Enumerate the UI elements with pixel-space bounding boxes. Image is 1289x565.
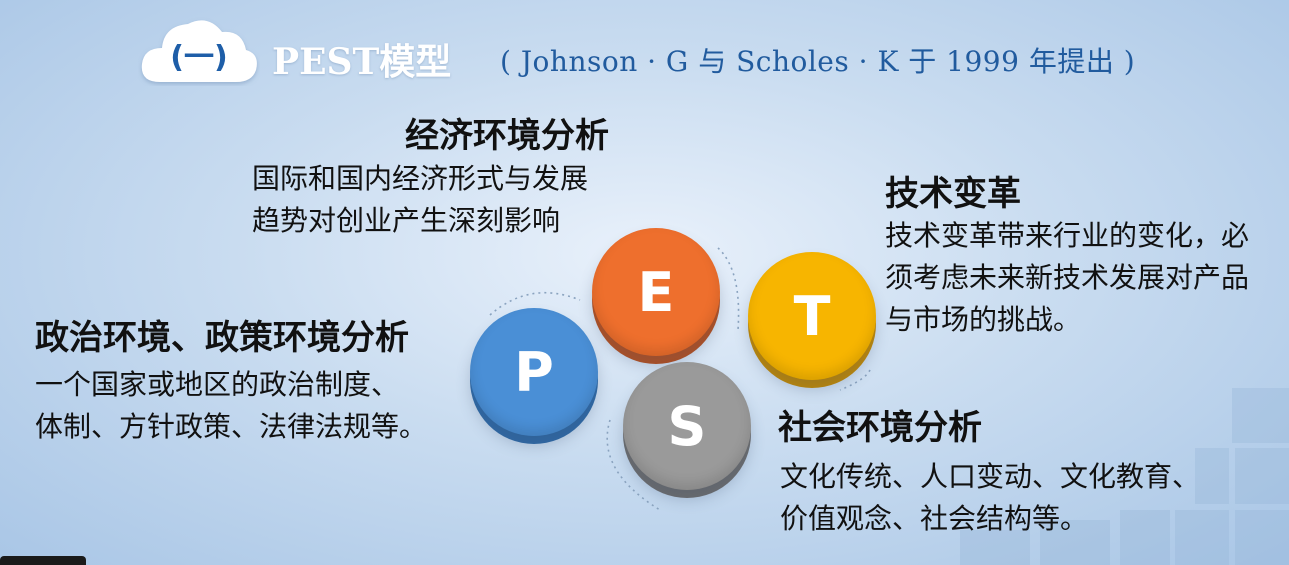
arc-p-e: [489, 291, 581, 316]
political-line: 一个国家或地区的政治制度、: [35, 368, 400, 401]
social-line: 价值观念、社会结构等。: [780, 502, 1089, 535]
t-letter: T: [793, 284, 831, 348]
technology-text: 技术变革带来行业的变化，必 须考虑未来新技术发展对产品 与市场的挑战。: [885, 215, 1249, 341]
arc-s-p: [606, 419, 661, 511]
page-title: PEST模型: [272, 41, 452, 83]
arc-e-t: [717, 247, 740, 331]
p-letter: P: [514, 340, 554, 404]
decor-square: [960, 530, 1030, 565]
political-heading: 政治环境、政策环境分析: [35, 318, 409, 358]
p-circle: P: [470, 308, 598, 436]
corner-tab: [0, 556, 86, 565]
technology-line: 与市场的挑战。: [885, 303, 1082, 336]
t-circle: T: [748, 252, 876, 380]
political-text: 一个国家或地区的政治制度、 体制、方针政策、法律法规等。: [35, 364, 427, 448]
e-circle: E: [592, 228, 720, 356]
cloud-icon: [141, 20, 257, 82]
page-subtitle: ( Johnson · G 与 Scholes · K 于 1999 年提出 ): [500, 45, 1136, 78]
decor-square: [1232, 388, 1289, 443]
decor-square: [1120, 510, 1170, 565]
economic-line: 趋势对创业产生深刻影响: [252, 204, 561, 237]
technology-line: 技术变革带来行业的变化，必: [885, 219, 1250, 252]
technology-line: 须考虑未来新技术发展对产品: [885, 261, 1250, 294]
social-heading: 社会环境分析: [778, 408, 982, 448]
e-letter: E: [637, 260, 675, 324]
decor-square: [1175, 510, 1229, 565]
s-circle: S: [623, 362, 751, 490]
decor-square: [1040, 520, 1110, 565]
decor-square: [1235, 448, 1289, 504]
technology-heading: 技术变革: [885, 174, 1021, 214]
decor-square: [1235, 510, 1289, 565]
social-line: 文化传统、人口变动、文化教育、: [780, 460, 1201, 493]
economic-line: 国际和国内经济形式与发展: [252, 162, 589, 195]
political-line: 体制、方针政策、法律法规等。: [35, 410, 428, 443]
social-text: 文化传统、人口变动、文化教育、 价值观念、社会结构等。: [780, 456, 1200, 540]
cycle-arrows: [489, 247, 871, 511]
decor-square: [1195, 448, 1229, 504]
s-letter: S: [667, 394, 707, 458]
economic-text: 国际和国内经济形式与发展 趋势对创业产生深刻影响: [252, 158, 588, 242]
economic-heading: 经济环境分析: [405, 116, 609, 156]
section-badge: (一): [170, 40, 228, 75]
